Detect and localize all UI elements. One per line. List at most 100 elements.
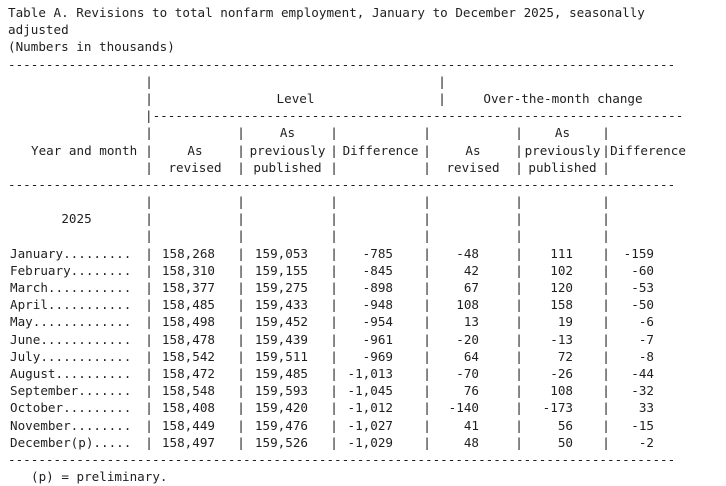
col-separator: | xyxy=(145,159,153,175)
col-separator: | xyxy=(237,417,245,433)
col-separator: | xyxy=(145,297,153,313)
col-separator: | xyxy=(145,211,153,227)
cell-col6: -50 xyxy=(631,297,654,313)
col-separator: | xyxy=(602,434,610,450)
group-otm-cell: Over-the-month change xyxy=(483,90,643,106)
col-separator: | xyxy=(423,314,431,330)
cell-col2: 159,593 xyxy=(254,383,308,399)
col-separator: | xyxy=(602,314,610,330)
table-subtitle: (Numbers in thousands) xyxy=(8,39,175,55)
cell-col5: 158 xyxy=(550,297,573,313)
col-separator: | xyxy=(145,125,153,141)
col-separator: | xyxy=(602,400,610,416)
col-separator: | xyxy=(330,331,338,347)
col-separator: | xyxy=(515,331,523,347)
cell-month: January......... xyxy=(10,245,132,261)
cell-col1: 158,498 xyxy=(161,314,215,330)
cell-col1: 158,449 xyxy=(161,417,215,433)
table-row: November........ | 158,449 | 159,476 | -1,027 |… xyxy=(8,417,726,434)
cell-col2 xyxy=(245,210,330,227)
cell-col1 xyxy=(153,227,237,244)
col-separator: | xyxy=(145,331,153,347)
col-separator: | xyxy=(423,245,431,261)
table-row: June............ | 158,478 | 159,439 | -961 | -2… xyxy=(8,331,726,348)
col-separator: | xyxy=(515,159,523,175)
cell-col6 xyxy=(610,159,706,176)
col-separator: | xyxy=(330,245,338,261)
col-separator: | xyxy=(515,348,523,364)
table-row: May............. | 158,498 | 159,452 | -954 | 13… xyxy=(8,313,726,330)
column-header-row-1: | | As | | | As | xyxy=(8,124,726,141)
table-row: January......... | 158,268 | 159,053 | -785 | -4… xyxy=(8,245,726,262)
revisions-table: ----------------------------------------… xyxy=(8,56,726,469)
col-separator: | xyxy=(237,280,245,295)
divider-line: ----------------------------------------… xyxy=(8,176,676,192)
table-row: August.......... | 158,472 | 159,485 | -1,013 |… xyxy=(8,365,726,382)
cell-col2: published xyxy=(253,159,322,175)
cell-col2 xyxy=(245,227,330,244)
col-separator: | xyxy=(515,245,523,261)
group-otm-cell xyxy=(446,73,706,90)
col-separator: | xyxy=(237,314,245,330)
col-separator: | xyxy=(145,280,153,295)
group-level-cell: Level xyxy=(276,90,315,106)
col-separator: | xyxy=(237,348,245,364)
cell-col4: 48 xyxy=(463,434,479,450)
col-separator: | xyxy=(330,228,338,244)
cell-col4 xyxy=(431,210,515,227)
col-separator: | xyxy=(515,228,523,244)
col-separator: | xyxy=(423,348,431,364)
cell-month xyxy=(8,227,145,244)
col-separator: | xyxy=(237,400,245,416)
cell-month: November........ xyxy=(10,417,132,433)
col-separator: | xyxy=(330,365,338,381)
col-separator: | xyxy=(423,280,431,295)
col-separator: | xyxy=(423,159,431,175)
cell-col4: -140 xyxy=(448,400,479,416)
col-separator: | xyxy=(515,280,523,295)
cell-col1 xyxy=(153,210,237,227)
cell-col5: 108 xyxy=(550,383,573,399)
cell-col3: -845 xyxy=(362,262,393,278)
col-separator: | xyxy=(237,194,245,210)
cell-col6: 33 xyxy=(638,400,654,416)
col-separator: | xyxy=(237,383,245,399)
column-header-row-3: | revised | published | | revised | published | xyxy=(8,159,726,176)
cell-col6 xyxy=(610,210,706,227)
cell-col4: 67 xyxy=(463,280,479,295)
cell-col6: -53 xyxy=(631,280,654,295)
cell-col6: -44 xyxy=(631,365,654,381)
col-separator: | xyxy=(330,434,338,450)
col-separator: | xyxy=(330,159,338,175)
cell-col1: 158,472 xyxy=(161,365,215,381)
cell-col3: -1,029 xyxy=(347,434,394,450)
col-separator: | xyxy=(423,262,431,278)
cell-col5: 72 xyxy=(557,348,573,364)
table-row: September....... | 158,548 | 159,593 | -1,045 |… xyxy=(8,382,726,399)
cell-col4: 76 xyxy=(463,383,479,399)
cell-col2: As xyxy=(279,125,296,141)
col-separator: | xyxy=(423,400,431,416)
cell-col5: 56 xyxy=(557,417,573,433)
cell-col6: -7 xyxy=(638,331,654,347)
col-separator: | xyxy=(330,314,338,330)
col-separator: | xyxy=(237,262,245,278)
col-separator: | xyxy=(330,400,338,416)
cell-month: October......... xyxy=(10,400,132,416)
col-separator: | xyxy=(423,417,431,433)
cell-col5 xyxy=(523,210,602,227)
cell-col1: 158,268 xyxy=(161,245,215,261)
cell-col2: 159,485 xyxy=(254,365,308,381)
col-separator: | xyxy=(145,434,153,450)
cell-col1: 158,497 xyxy=(161,434,215,450)
col-separator: | xyxy=(423,434,431,450)
col-separator: | xyxy=(438,73,446,89)
col-separator: | xyxy=(145,262,153,278)
cell-col5: 120 xyxy=(550,280,573,295)
cell-col5: 102 xyxy=(550,262,573,278)
col-separator: | xyxy=(515,314,523,330)
cell-col1: revised xyxy=(168,159,222,175)
cell-col5: -26 xyxy=(550,365,573,381)
cell-col3 xyxy=(338,210,423,227)
cell-col1: 158,478 xyxy=(161,331,215,347)
